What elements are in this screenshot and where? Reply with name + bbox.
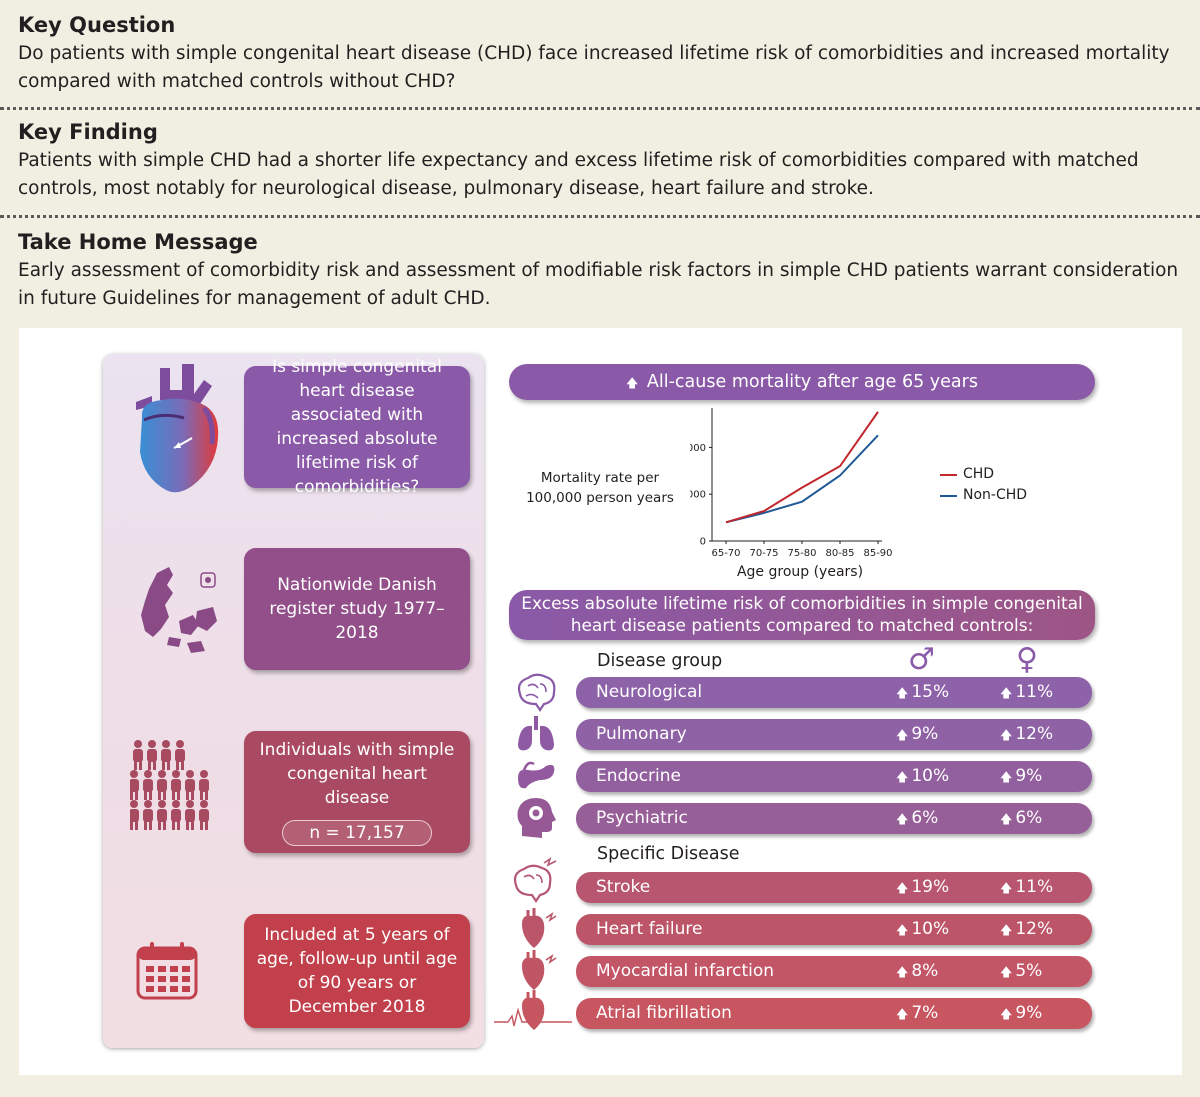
up-arrow-icon: 🡅 bbox=[1000, 728, 1013, 742]
denmark-map-icon bbox=[141, 567, 217, 653]
row-psychiatric: Psychiatric 🡅 6% 🡅 6% bbox=[576, 803, 1092, 834]
up-arrow-icon: 🡅 bbox=[626, 376, 639, 390]
follow-up-box: Included at 5 years of age, follow-up un… bbox=[244, 914, 470, 1028]
up-arrow-icon: 🡅 bbox=[1000, 686, 1013, 700]
calendar-icon bbox=[136, 942, 198, 1000]
people-group-icon bbox=[130, 740, 209, 830]
mortality-header-text: All-cause mortality after age 65 years bbox=[646, 372, 978, 392]
atrial-fibrillation-icon bbox=[494, 990, 572, 1030]
x-tick-label: 85-90 bbox=[863, 548, 892, 559]
up-arrow-icon: 🡅 bbox=[896, 686, 909, 700]
population-text: Individuals with simple congenital heart… bbox=[259, 740, 455, 808]
up-arrow-icon: 🡅 bbox=[1000, 1007, 1013, 1021]
up-arrow-icon: 🡅 bbox=[896, 812, 909, 826]
y-tick-label: 0 bbox=[700, 537, 706, 548]
male-symbol-icon: ♂ bbox=[908, 642, 935, 677]
up-arrow-icon: 🡅 bbox=[1000, 770, 1013, 784]
up-arrow-icon: 🡅 bbox=[1000, 923, 1013, 937]
study-design-text: Nationwide Danish register study 1977–20… bbox=[269, 575, 445, 643]
key-question-title: Key Question bbox=[18, 13, 176, 37]
x-tick-label: 70-75 bbox=[749, 548, 778, 559]
up-arrow-icon: 🡅 bbox=[1000, 965, 1013, 979]
sample-size-badge: n = 17,157 bbox=[282, 820, 432, 846]
key-finding-title: Key Finding bbox=[18, 120, 158, 144]
x-tick-label: 65-70 bbox=[711, 548, 740, 559]
take-home-title: Take Home Message bbox=[18, 230, 258, 254]
x-tick-label: 75-80 bbox=[787, 548, 816, 559]
row-heart-failure: Heart failure 🡅 10% 🡅 12% bbox=[576, 914, 1092, 945]
divider bbox=[0, 215, 1200, 218]
specific-disease-heading: Specific Disease bbox=[597, 844, 740, 864]
research-question-text: Is simple congenital heart disease assoc… bbox=[272, 357, 442, 497]
legend-swatch-chd bbox=[940, 473, 957, 476]
take-home-section: Take Home Message Early assessment of co… bbox=[18, 229, 1182, 313]
up-arrow-icon: 🡅 bbox=[1000, 881, 1013, 895]
research-question-box: Is simple congenital heart disease assoc… bbox=[244, 357, 470, 497]
y-tick-label: 5000 bbox=[690, 490, 706, 501]
series-line-chd bbox=[725, 411, 879, 524]
excess-risk-header: Excess absolute lifetime risk of comorbi… bbox=[509, 590, 1095, 640]
series-line-non-chd bbox=[725, 434, 879, 524]
row-neurological: Neurological 🡅 15% 🡅 11% bbox=[576, 677, 1092, 708]
follow-up-text: Included at 5 years of age, follow-up un… bbox=[256, 925, 458, 1017]
heart-icon bbox=[136, 364, 219, 493]
up-arrow-icon: 🡅 bbox=[896, 728, 909, 742]
stroke-brain-icon bbox=[513, 857, 557, 903]
population-box: Individuals with simple congenital heart… bbox=[244, 731, 470, 853]
legend-swatch-non-chd bbox=[940, 494, 957, 497]
up-arrow-icon: 🡅 bbox=[896, 1007, 909, 1021]
row-endocrine: Endocrine 🡅 10% 🡅 9% bbox=[576, 761, 1092, 792]
legend-item-non-chd: Non-CHD bbox=[940, 485, 1027, 506]
disease-group-heading: Disease group bbox=[597, 651, 723, 671]
row-pulmonary: Pulmonary 🡅 9% 🡅 12% bbox=[576, 719, 1092, 750]
mortality-line-chart: 0 5000 10000 65-70 70-75 75-80 80-85 85-90 bbox=[690, 408, 893, 559]
psychology-head-icon bbox=[517, 798, 556, 838]
take-home-body: Early assessment of comorbidity risk and… bbox=[18, 260, 1179, 309]
key-question-body: Do patients with simple congenital heart… bbox=[18, 43, 1170, 92]
up-arrow-icon: 🡅 bbox=[1000, 812, 1013, 826]
divider bbox=[0, 107, 1200, 110]
key-finding-body: Patients with simple CHD had a shorter l… bbox=[18, 150, 1139, 199]
row-myocardial-infarction: Myocardial infarction 🡅 8% 🡅 5% bbox=[576, 956, 1092, 987]
key-finding-section: Key Finding Patients with simple CHD had… bbox=[18, 119, 1182, 203]
mortality-header: 🡅 All-cause mortality after age 65 years bbox=[509, 364, 1095, 400]
pancreas-icon bbox=[518, 761, 555, 789]
up-arrow-icon: 🡅 bbox=[896, 881, 909, 895]
y-axis-label: Mortality rate per 100,000 person years bbox=[526, 470, 674, 506]
study-design-box: Nationwide Danish register study 1977–20… bbox=[244, 548, 470, 670]
lungs-icon bbox=[518, 716, 554, 751]
female-symbol-icon: ♀ bbox=[1016, 642, 1038, 677]
myocardial-infarction-icon bbox=[522, 950, 557, 990]
chart-legend: CHD Non-CHD bbox=[940, 464, 1027, 506]
row-atrial-fibrillation: Atrial fibrillation 🡅 7% 🡅 9% bbox=[576, 998, 1092, 1029]
brain-icon bbox=[517, 673, 556, 712]
x-axis-label: Age group (years) bbox=[736, 564, 864, 580]
key-question-section: Key Question Do patients with simple con… bbox=[18, 12, 1182, 96]
x-tick-label: 80-85 bbox=[825, 548, 854, 559]
up-arrow-icon: 🡅 bbox=[896, 770, 909, 784]
heart-failure-icon bbox=[522, 908, 557, 948]
legend-item-chd: CHD bbox=[940, 464, 1027, 485]
up-arrow-icon: 🡅 bbox=[896, 965, 909, 979]
up-arrow-icon: 🡅 bbox=[896, 923, 909, 937]
row-stroke: Stroke 🡅 19% 🡅 11% bbox=[576, 872, 1092, 903]
y-tick-label: 10000 bbox=[690, 443, 706, 454]
